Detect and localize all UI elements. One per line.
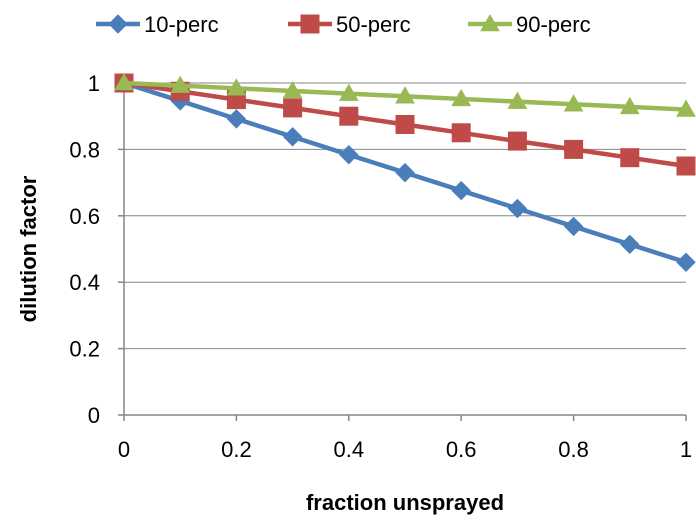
data-point [339,145,359,165]
series-10-perc [114,73,696,272]
series-group [114,72,696,272]
legend: 10-perc 50-perc 90-perc [96,12,591,37]
data-point [283,98,303,118]
legend-marker [480,13,500,32]
data-point [564,139,584,159]
data-point [507,198,528,219]
data-point [676,99,696,117]
data-point [114,72,134,91]
legend-item-90-perc: 90-perc [468,12,591,37]
y-tick-label: 0.8 [69,137,100,162]
x-tick-label: 0.2 [221,437,252,462]
legend-marker [300,14,320,34]
data-point [226,78,247,96]
gridlines [124,82,686,350]
legend-marker [108,14,128,34]
series-90-perc [114,72,696,117]
data-point [282,127,303,147]
data-point [226,109,247,129]
x-tick-label: 0.6 [446,437,477,462]
x-axis-title: fraction unsprayed [306,490,504,515]
data-point [451,123,471,143]
data-point [338,83,359,101]
data-point [395,115,415,134]
data-point [282,80,303,99]
legend-label: 10-perc [144,12,219,37]
x-axis-ticks: 0 0.2 0.4 0.6 0.8 1 [118,415,692,462]
x-tick-label: 1 [680,437,692,462]
y-tick-label: 1 [88,71,100,96]
legend-label: 90-perc [516,12,591,37]
legend-item-10-perc: 10-perc [96,12,219,37]
data-point [620,148,640,168]
y-tick-label: 0.2 [69,337,100,362]
legend-item-50-perc: 50-perc [288,12,411,37]
data-point [620,234,640,255]
data-point [676,156,696,176]
data-point [619,96,640,115]
data-point [339,106,359,126]
x-tick-label: 0 [118,437,130,462]
data-point [395,162,415,183]
data-point [451,180,471,201]
y-axis-title: dilution factor [16,175,41,322]
y-axis-ticks: 0 0.2 0.4 0.6 0.8 1 [69,71,124,428]
data-point [451,88,472,107]
y-tick-label: 0 [88,403,100,428]
data-point [170,75,191,93]
data-point [563,216,584,237]
data-point [563,94,584,112]
data-point [676,252,696,272]
data-point [507,91,528,109]
x-tick-label: 0.8 [558,437,589,462]
legend-label: 50-perc [336,12,411,37]
x-tick-label: 0.4 [334,437,365,462]
data-point [395,86,415,104]
data-point [507,131,527,151]
y-tick-label: 0.4 [69,270,100,295]
y-tick-label: 0.6 [69,204,100,229]
